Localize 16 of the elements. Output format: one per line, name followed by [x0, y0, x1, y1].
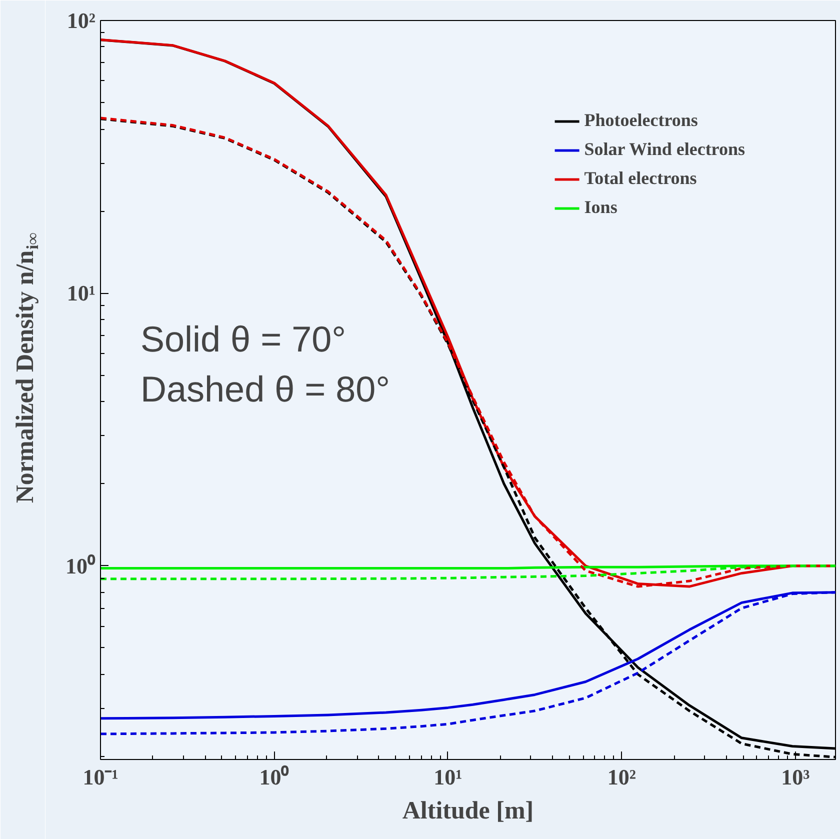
y-axis-title: Normalized Density n/ni∞	[12, 232, 42, 504]
x-tick-label: 10³	[781, 764, 810, 790]
y-tick-label: 10²	[66, 8, 96, 33]
annotation: Dashed θ = 80°	[140, 368, 390, 410]
x-tick-label: 10²	[607, 764, 636, 790]
x-tick-label: 10⁻¹	[82, 764, 118, 790]
legend-label: Photoelectrons	[584, 110, 698, 131]
x-tick-label: 10⁰	[259, 764, 290, 790]
y-tick-label: 10⁰	[66, 553, 96, 578]
x-tick-label: 10¹	[434, 764, 462, 790]
legend-label: Ions	[584, 197, 618, 218]
annotation: Solid θ = 70°	[140, 318, 346, 360]
legend-label: Total electrons	[584, 168, 697, 189]
legend-label: Solar Wind electrons	[584, 139, 745, 160]
x-axis-title: Altitude [m]	[402, 798, 534, 824]
y-tick-label: 10¹	[66, 280, 96, 306]
